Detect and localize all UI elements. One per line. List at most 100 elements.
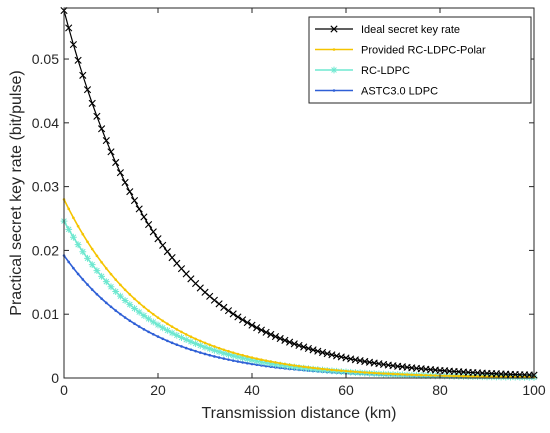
data-point [86, 283, 89, 286]
data-point [239, 316, 247, 324]
data-point [208, 353, 211, 357]
data-point [170, 341, 174, 345]
data-point [149, 318, 157, 326]
data-point [114, 278, 117, 281]
legend: Ideal secret key rate Provided RC-LDPC-Po… [308, 16, 532, 104]
data-point [405, 373, 409, 376]
data-point [194, 349, 197, 353]
data-point [159, 324, 167, 332]
data-point [368, 371, 371, 375]
axes-layer: 0 20 40 60 80 100 0 0.01 0.02 0.03 0.04 0.05 [32, 7, 546, 398]
data-point [109, 272, 113, 276]
data-point [217, 356, 221, 359]
data-point [227, 358, 230, 361]
data-point [140, 213, 148, 221]
data-point [253, 357, 261, 365]
data-point [267, 360, 275, 367]
data-point [178, 334, 185, 341]
data-point [307, 366, 310, 369]
data-point [250, 356, 254, 359]
data-point [246, 361, 249, 365]
data-point [236, 352, 240, 356]
data-point [192, 340, 199, 348]
data-point [83, 86, 92, 94]
data-point [372, 371, 376, 375]
data-point [184, 346, 188, 350]
x-tick-label: 80 [432, 382, 448, 398]
x-tick-label: 60 [338, 382, 354, 398]
data-point [311, 366, 315, 370]
data-point [335, 368, 338, 372]
legend-item-1: Ideal secret key rate [315, 24, 460, 36]
data-point [126, 301, 134, 308]
x-tick-label: 100 [522, 382, 546, 398]
data-point [304, 344, 312, 353]
data-point [276, 334, 284, 343]
data-point [98, 272, 105, 280]
data-point [161, 319, 164, 323]
data-point [290, 363, 298, 371]
data-point [295, 364, 303, 372]
data-point [199, 339, 202, 343]
data-point [269, 360, 273, 363]
data-point [121, 297, 129, 304]
data-point [250, 362, 254, 366]
data-point [213, 355, 216, 358]
data-point [215, 300, 223, 308]
y-tick-label: 0 [51, 370, 59, 386]
data-point [180, 345, 183, 348]
data-point [415, 373, 418, 377]
data-point [330, 368, 334, 372]
series-layer [60, 6, 538, 381]
legend-label: Provided RC-LDPC-Polar [361, 45, 486, 57]
data-point [130, 196, 139, 205]
data-point [211, 346, 218, 354]
legend-marker [332, 48, 336, 51]
data-point [260, 358, 263, 361]
data-point [128, 319, 132, 323]
data-point [434, 374, 437, 377]
data-point [300, 364, 308, 372]
legend-label: RC-LDPC [361, 65, 410, 77]
data-point [119, 312, 122, 316]
data-point [485, 375, 489, 378]
data-point [135, 308, 143, 316]
data-point [194, 337, 197, 341]
data-point [272, 360, 279, 368]
data-point [448, 374, 451, 378]
data-point [76, 224, 80, 228]
plot-frame [63, 7, 535, 379]
data-point [495, 375, 498, 379]
data-point [72, 266, 75, 270]
x-tick-label: 20 [150, 382, 166, 398]
data-point [278, 361, 282, 365]
data-point [208, 343, 211, 347]
data-point [93, 267, 101, 275]
data-point [457, 374, 461, 378]
data-point [224, 307, 233, 315]
data-point [206, 292, 214, 300]
data-point [316, 367, 320, 370]
data-point [231, 351, 235, 354]
data-point [65, 24, 73, 32]
series-1 [60, 6, 538, 379]
data-point [300, 343, 308, 351]
data-point [95, 292, 99, 296]
data-point [116, 169, 124, 177]
data-point [187, 338, 195, 346]
data-point [267, 330, 275, 339]
data-point [112, 158, 120, 167]
data-point [281, 336, 289, 344]
data-point [349, 370, 353, 373]
data-point [69, 40, 77, 49]
data-point [302, 365, 306, 369]
data-point [293, 364, 296, 367]
data-point [168, 254, 176, 262]
data-point [79, 248, 87, 256]
data-point [234, 313, 242, 321]
data-point [175, 328, 179, 331]
data-point [147, 309, 150, 312]
data-point [164, 327, 171, 334]
y-tick-label: 0.05 [32, 51, 59, 67]
